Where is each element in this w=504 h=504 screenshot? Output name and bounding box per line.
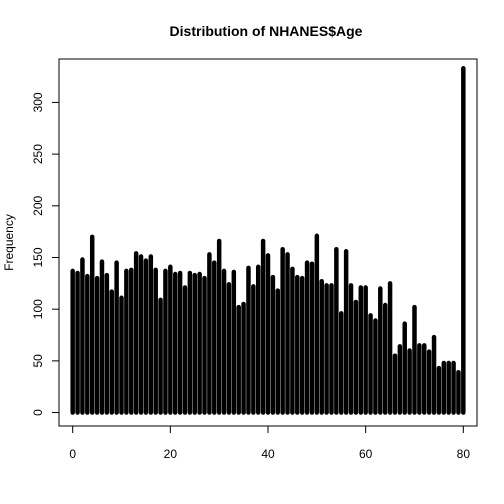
x-tick-label: 40	[261, 447, 275, 461]
y-tick-label: 0	[31, 409, 45, 416]
x-tick-label: 0	[69, 447, 76, 461]
y-tick-label: 200	[31, 195, 45, 215]
x-tick-label: 60	[359, 447, 373, 461]
y-axis: 0 50 100 150 200 250 300	[31, 92, 59, 416]
x-tick-label: 20	[164, 447, 178, 461]
y-axis-label: Frequency	[2, 214, 16, 271]
bars-group	[73, 68, 464, 412]
y-tick-label: 50	[31, 354, 45, 368]
y-tick-label: 250	[31, 144, 45, 164]
x-tick-label: 80	[457, 447, 471, 461]
y-tick-label: 100	[31, 299, 45, 319]
y-tick-label: 300	[31, 92, 45, 112]
y-tick-label: 150	[31, 247, 45, 267]
chart-title: Distribution of NHANES$Age	[170, 23, 363, 39]
x-axis: 0 20 40 60 80	[69, 426, 470, 461]
